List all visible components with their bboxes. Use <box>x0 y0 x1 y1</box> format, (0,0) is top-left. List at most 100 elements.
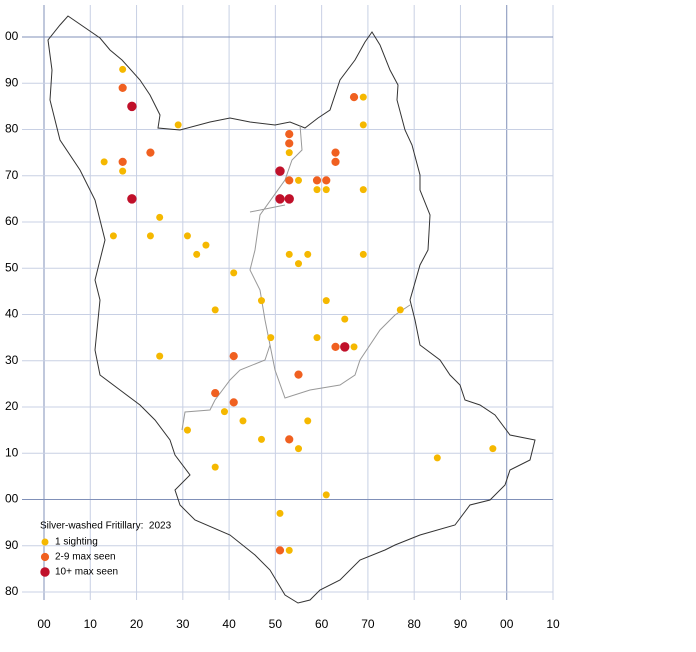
record-dot <box>489 445 497 453</box>
record-dot <box>304 417 312 425</box>
x-tick-label: 10 <box>84 617 98 631</box>
record-dot <box>285 250 293 258</box>
record-dot <box>183 232 191 240</box>
record-dot <box>322 186 330 194</box>
record-dot <box>304 250 312 258</box>
x-tick-label: 90 <box>454 617 468 631</box>
x-tick-label: 80 <box>408 617 422 631</box>
record-dot <box>350 343 358 351</box>
record-dot <box>257 435 265 443</box>
y-tick-label: 80 <box>5 122 19 136</box>
record-dot <box>285 149 293 157</box>
record-dot <box>359 93 367 101</box>
x-tick-label: 00 <box>37 617 51 631</box>
record-dot <box>359 186 367 194</box>
record-dot <box>285 546 293 554</box>
record-dot <box>433 454 441 462</box>
record-dot <box>340 342 350 352</box>
record-dot <box>239 417 247 425</box>
record-dot <box>127 194 137 204</box>
record-dot <box>183 426 191 434</box>
record-dot <box>285 130 294 139</box>
y-tick-label: 70 <box>5 168 19 182</box>
x-tick-label: 50 <box>269 617 283 631</box>
record-dot <box>230 269 238 277</box>
record-dot <box>359 250 367 258</box>
district-boundary <box>181 124 411 431</box>
legend-label: 10+ max seen <box>55 567 118 578</box>
y-tick-label: 00 <box>5 29 19 43</box>
record-dot <box>220 408 228 416</box>
record-dot <box>146 148 155 157</box>
record-dot <box>229 352 238 361</box>
record-dot <box>211 389 220 398</box>
record-dot <box>331 342 340 351</box>
record-dot <box>109 232 117 240</box>
record-dot <box>146 232 154 240</box>
record-dot <box>127 101 137 112</box>
record-dot <box>275 546 285 555</box>
record-dot <box>331 157 340 166</box>
x-tick-label: 00 <box>500 617 514 631</box>
y-tick-label: 90 <box>5 538 19 552</box>
record-dot <box>119 167 127 175</box>
record-dot <box>275 166 285 176</box>
record-dot <box>284 194 294 204</box>
record-dot <box>211 463 219 471</box>
record-dot <box>295 260 302 268</box>
grid <box>22 5 554 600</box>
y-tick-label: 50 <box>5 260 19 274</box>
record-dot <box>276 509 284 517</box>
record-dot <box>119 65 127 73</box>
record-dot <box>275 194 285 204</box>
record-dot <box>312 176 322 185</box>
x-tick-label: 40 <box>222 617 236 631</box>
legend-marker <box>40 552 50 562</box>
record-dot <box>229 398 238 407</box>
record-dot <box>295 445 302 453</box>
record-dot <box>156 213 164 221</box>
record-dot <box>202 241 210 249</box>
y-tick-label: 10 <box>5 445 19 459</box>
y-tick-label: 80 <box>5 584 19 598</box>
y-tick-label: 60 <box>5 214 19 228</box>
record-dot <box>359 121 367 129</box>
record-dot <box>294 370 303 379</box>
x-tick-label: 60 <box>315 617 329 631</box>
record-dot <box>331 148 340 157</box>
record-dot <box>396 306 404 314</box>
y-tick-label: 90 <box>5 75 19 89</box>
record-dot <box>322 491 330 499</box>
x-tick-label: 10 <box>546 617 560 631</box>
y-tick-label: 30 <box>5 353 19 367</box>
record-dot <box>211 306 219 314</box>
legend-label: 2-9 max seen <box>55 552 116 563</box>
record-dot <box>267 334 275 342</box>
x-tick-label: 30 <box>176 617 190 631</box>
record-dot <box>322 176 331 185</box>
record-dot <box>118 157 127 166</box>
records <box>100 65 497 555</box>
y-tick-label: 00 <box>5 492 19 506</box>
record-dot <box>193 250 201 258</box>
record-dot <box>156 352 164 360</box>
legend-marker <box>40 567 50 577</box>
y-tick-label: 40 <box>5 307 19 321</box>
record-dot <box>313 186 321 194</box>
record-dot <box>313 334 321 342</box>
record-dot <box>295 176 302 184</box>
record-dot <box>285 139 294 148</box>
record-dot <box>322 297 330 305</box>
record-dot <box>257 297 265 305</box>
record-dot <box>174 121 182 129</box>
record-dot <box>118 83 127 92</box>
record-dot <box>341 315 349 323</box>
x-tick-label: 70 <box>361 617 375 631</box>
record-dot <box>285 176 294 185</box>
record-dot <box>100 158 108 166</box>
x-tick-label: 20 <box>130 617 144 631</box>
record-dot <box>285 435 294 444</box>
y-tick-label: 20 <box>5 399 19 413</box>
legend-marker <box>41 538 49 546</box>
